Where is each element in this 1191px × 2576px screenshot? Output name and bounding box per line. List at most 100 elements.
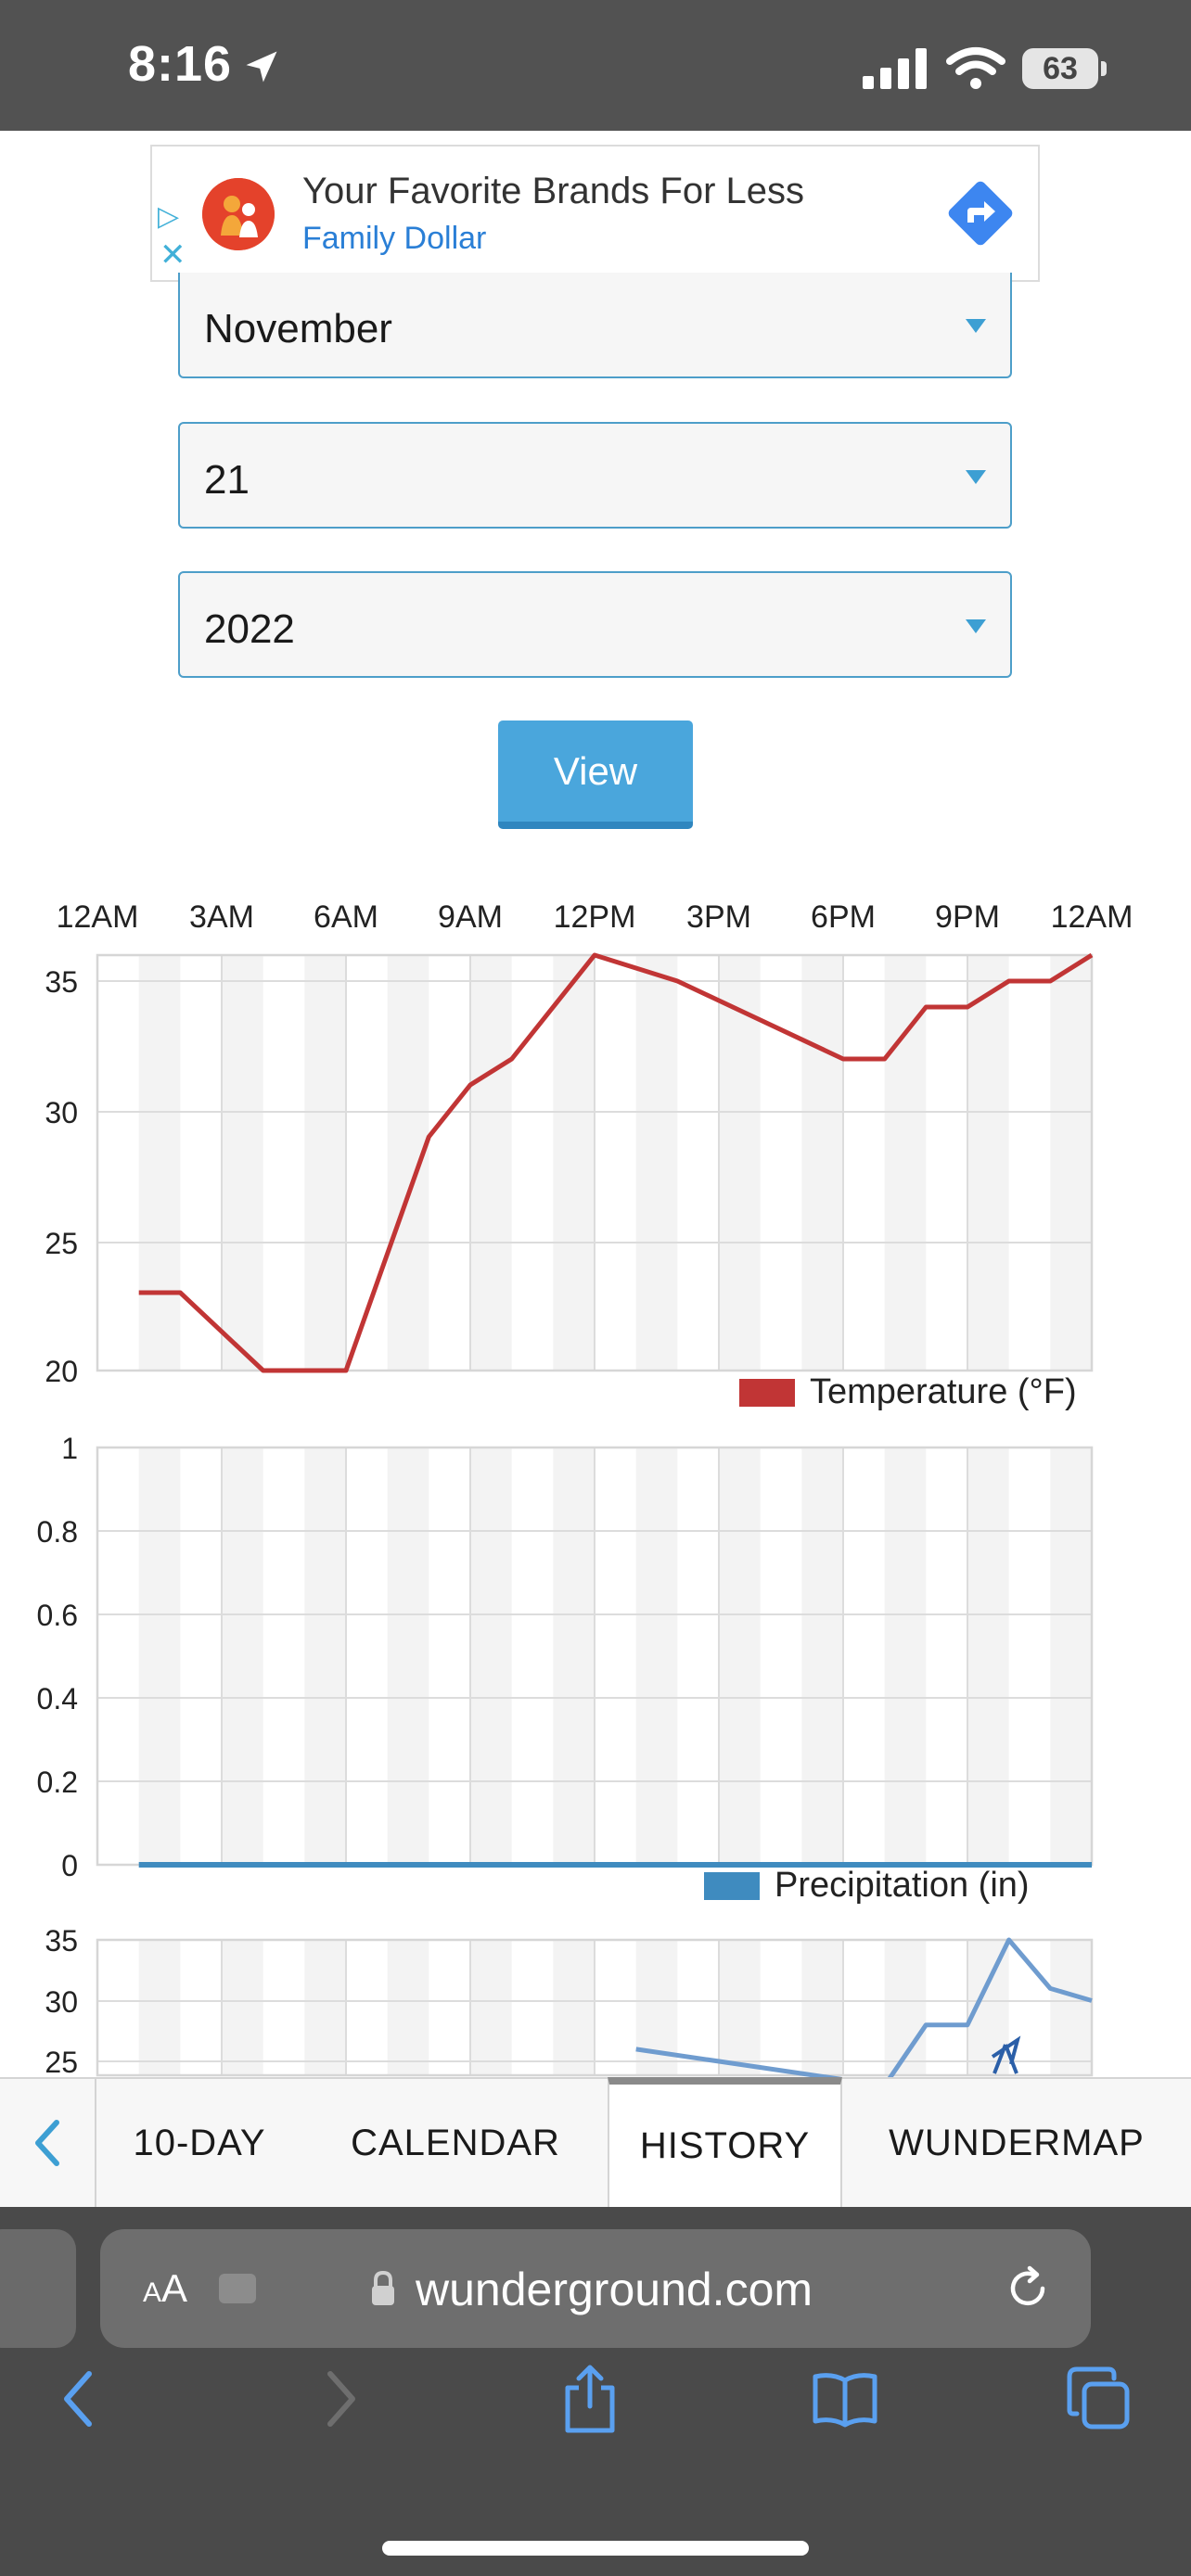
hour-band [719, 1447, 761, 1865]
hour-band [884, 1447, 927, 1865]
y-tick-label: 0.6 [37, 1599, 78, 1632]
hour-band [304, 955, 346, 1371]
hour-band [1050, 1940, 1092, 2075]
time-axis-label: 9PM [935, 899, 1000, 935]
chart-legend: Temperature (°F) [739, 1372, 1077, 1411]
y-tick-label: 0.2 [37, 1766, 78, 1799]
time-axis-label: 6PM [811, 899, 876, 935]
hour-band [387, 1447, 429, 1865]
back-button[interactable] [37, 2357, 121, 2441]
y-tick-label: 30 [45, 1985, 78, 2019]
y-tick-label: 1 [61, 1432, 78, 1465]
time-axis-label: 12PM [554, 899, 636, 935]
hour-band [470, 1447, 512, 1865]
hour-band [222, 1447, 263, 1865]
back-arrow-icon [64, 2371, 92, 2427]
series-line [635, 1937, 1093, 2077]
share-icon [565, 2365, 615, 2433]
hour-band [553, 1940, 595, 2075]
hour-band [719, 955, 761, 1371]
aa-large: A [161, 2266, 188, 2310]
hour-band [1050, 1447, 1092, 1865]
wind-arrow-icon [991, 2035, 1021, 2074]
forward-arrow-icon [327, 2371, 355, 2427]
day-select[interactable]: 21 [178, 422, 1012, 529]
y-tick-label: 25 [45, 1227, 78, 1260]
reader-settings-button[interactable]: AA [143, 2266, 187, 2311]
time-axis-label: 12AM [57, 899, 139, 935]
hour-band [635, 955, 678, 1371]
hour-band [138, 955, 181, 1371]
directions-arrow-icon[interactable] [943, 176, 1018, 250]
book-icon [813, 2373, 877, 2428]
ad-close-icon[interactable]: ✕ [160, 237, 186, 273]
ad-title: Your Favorite Brands For Less [302, 171, 804, 211]
status-icons: 63 [863, 46, 1107, 91]
legend-swatch [739, 1379, 795, 1407]
legend-swatch [704, 1872, 760, 1900]
ad-choices-icon[interactable]: ▷ [158, 201, 180, 232]
bookmarks-button[interactable] [803, 2357, 887, 2441]
hour-band [635, 1447, 678, 1865]
tab-calendar[interactable]: CALENDAR [351, 2122, 560, 2163]
tabs-button[interactable] [1057, 2357, 1141, 2441]
hour-band [553, 1447, 595, 1865]
chart-panel-3: 35 30 25 [45, 1924, 1094, 2077]
month-select[interactable]: November [178, 273, 1012, 378]
tab-scroll-left-button[interactable] [0, 2079, 96, 2207]
section-tab-bar: 10-DAY CALENDAR HISTORY WUNDERMAP [0, 2077, 1191, 2207]
y-tick-label: 30 [45, 1096, 78, 1129]
tab-10-day[interactable]: 10-DAY [133, 2122, 266, 2163]
url-text: wunderground.com [416, 2264, 813, 2315]
tab-history[interactable]: HISTORY [608, 2077, 842, 2207]
y-tick-label: 0 [61, 1849, 78, 1882]
battery-icon: 63 [1022, 48, 1107, 89]
hour-band [304, 1940, 346, 2075]
reload-icon[interactable] [1002, 2263, 1054, 2315]
chevron-left-icon [35, 2120, 59, 2166]
y-tick-label: 0.4 [37, 1682, 78, 1715]
year-value: 2022 [204, 606, 295, 652]
address-bar[interactable]: AA wunderground.com [100, 2229, 1091, 2348]
wifi-icon [946, 47, 1005, 89]
year-select[interactable]: 2022 [178, 571, 1012, 678]
forward-button[interactable] [299, 2357, 382, 2441]
hour-band [387, 1940, 429, 2075]
month-value: November [204, 306, 392, 351]
extension-icon[interactable] [219, 2274, 256, 2303]
y-tick-label: 0.8 [37, 1515, 78, 1549]
dropdown-arrow-icon [966, 319, 986, 333]
hour-band [222, 1940, 263, 2075]
hour-band [387, 955, 429, 1371]
dropdown-arrow-icon [966, 619, 986, 633]
time-axis-label: 3AM [189, 899, 254, 935]
tab-wundermap[interactable]: WUNDERMAP [889, 2122, 1145, 2163]
status-time: 8:16 [128, 36, 233, 92]
signal-icon [863, 48, 927, 89]
y-tick-label: 35 [45, 965, 78, 999]
legend-label: Precipitation (in) [775, 1866, 1030, 1905]
hour-band [470, 1940, 512, 2075]
hour-band [138, 1940, 181, 2075]
previous-tab-peek[interactable] [0, 2229, 76, 2348]
hour-band [553, 955, 595, 1371]
aa-small: A [143, 2277, 162, 2308]
home-indicator [382, 2541, 809, 2556]
hour-band [967, 955, 1009, 1371]
time-axis-label: 3PM [686, 899, 751, 935]
hour-band [801, 1940, 843, 2075]
browser-toolbar: AA wunderground.com [0, 2207, 1191, 2576]
chart-panel-1: 35 30 25 20 Temperature (°F) [45, 952, 1094, 1411]
hour-band [1050, 955, 1092, 1371]
view-button[interactable]: View [498, 721, 693, 829]
ad-brand: Family Dollar [302, 221, 487, 256]
lock-icon [372, 2270, 394, 2305]
share-button[interactable] [548, 2357, 632, 2441]
hour-band [138, 1447, 181, 1865]
legend-label: Temperature (°F) [810, 1372, 1077, 1411]
hour-band [967, 1447, 1009, 1865]
advertisement-banner[interactable]: ▷ ✕ Your Favorite Brands For Less Family… [150, 145, 1040, 282]
hour-band [884, 955, 927, 1371]
dropdown-arrow-icon [966, 470, 986, 484]
